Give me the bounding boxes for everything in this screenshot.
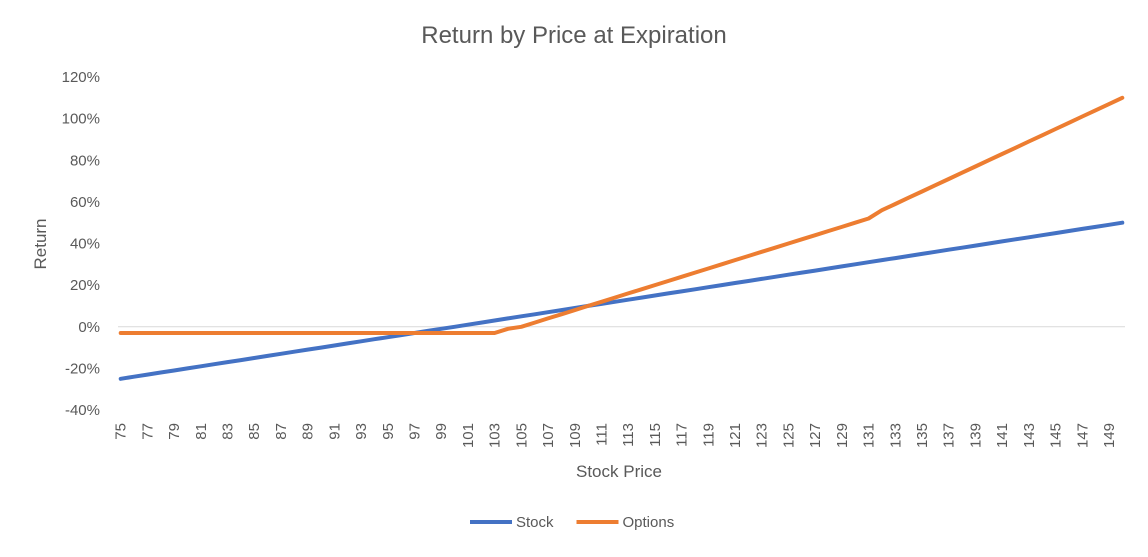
x-axis-label: Stock Price — [576, 462, 662, 481]
series-line-options — [118, 95, 1125, 335]
x-tick-label: 147 — [1074, 423, 1091, 448]
x-tick-label: 103 — [487, 423, 504, 448]
x-tick-label: 131 — [861, 423, 878, 448]
x-tick-label: 83 — [220, 423, 237, 440]
legend: Stock Options — [470, 514, 674, 531]
x-tick-label: 143 — [1021, 423, 1038, 448]
x-tick-label: 149 — [1101, 423, 1118, 448]
x-tick-label: 111 — [593, 423, 610, 446]
x-tick-label: 97 — [406, 423, 423, 440]
x-tick-label: 101 — [460, 423, 477, 448]
x-tick-label: 91 — [326, 423, 343, 440]
legend-label-stock: Stock — [516, 514, 554, 531]
y-tick-label: 80% — [70, 152, 100, 169]
x-tick-label: 109 — [567, 423, 584, 448]
x-tick-label: 75 — [113, 423, 130, 440]
series-line-stock — [118, 220, 1125, 381]
x-tick-label: 87 — [273, 423, 290, 440]
y-tick-label: 100% — [62, 111, 100, 128]
x-tick-label: 139 — [967, 423, 984, 448]
x-tick-label: 77 — [139, 423, 156, 440]
x-tick-label: 99 — [433, 423, 450, 440]
x-tick-label: 117 — [674, 423, 691, 447]
x-tick-label: 89 — [300, 423, 317, 440]
x-tick-label: 93 — [353, 423, 370, 440]
x-tick-label: 141 — [994, 423, 1011, 448]
x-tick-label: 137 — [941, 423, 958, 448]
y-tick-label: 0% — [78, 319, 100, 336]
y-tick-label: -20% — [65, 360, 100, 377]
legend-label-options: Options — [623, 514, 675, 531]
x-tick-label: 133 — [887, 423, 904, 448]
y-axis-label: Return — [31, 218, 50, 269]
x-tick-label: 79 — [166, 423, 183, 440]
x-tick-label: 107 — [540, 423, 557, 448]
series-lines — [118, 95, 1125, 381]
x-tick-label: 125 — [780, 423, 797, 448]
x-tick-label: 105 — [513, 423, 530, 448]
x-tick-label: 135 — [914, 423, 931, 448]
x-tick-label: 115 — [647, 423, 664, 447]
x-tick-label: 129 — [834, 423, 851, 448]
x-axis-ticks: 75 77 79 81 83 85 87 89 91 93 95 97 99 101 103 105 107 10… — [113, 423, 1118, 448]
x-tick-label: 113 — [620, 423, 637, 447]
x-tick-label: 95 — [380, 423, 397, 440]
x-tick-label: 123 — [754, 423, 771, 448]
y-tick-label: -40% — [65, 402, 100, 419]
y-axis-ticks: -40% -20% 0% 20% 40% 60% 80% 100% 120% — [62, 69, 100, 419]
x-tick-label: 121 — [727, 423, 744, 448]
x-tick-label: 85 — [246, 423, 263, 440]
y-tick-label: 20% — [70, 277, 100, 294]
chart-title: Return by Price at Expiration — [421, 22, 726, 49]
x-tick-label: 127 — [807, 423, 824, 448]
y-tick-label: 120% — [62, 69, 100, 86]
y-tick-label: 60% — [70, 194, 100, 211]
x-tick-label: 145 — [1048, 423, 1065, 448]
x-tick-label: 81 — [193, 423, 210, 440]
x-tick-label: 119 — [700, 423, 717, 447]
y-tick-label: 40% — [70, 236, 100, 253]
